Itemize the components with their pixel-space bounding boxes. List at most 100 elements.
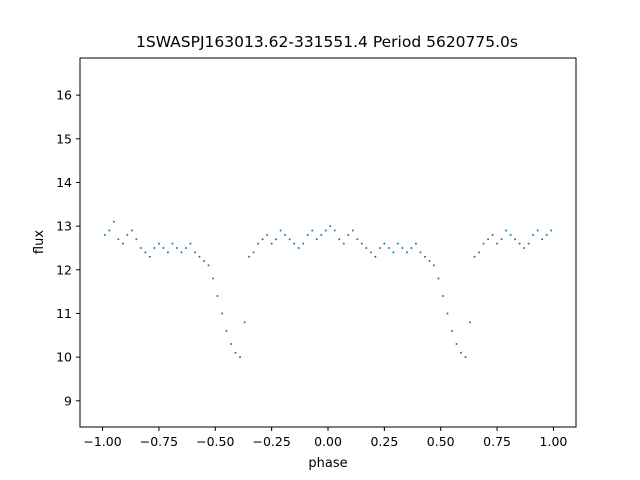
data-point xyxy=(460,351,463,354)
data-point xyxy=(112,220,115,223)
data-point xyxy=(216,294,219,297)
data-point xyxy=(103,233,106,236)
data-point xyxy=(423,255,426,258)
data-point xyxy=(487,238,490,241)
data-point xyxy=(203,260,205,263)
y-tick-label: 11 xyxy=(56,306,72,321)
data-point xyxy=(288,238,291,241)
data-point xyxy=(311,229,314,232)
data-point xyxy=(405,251,408,254)
data-point xyxy=(455,343,458,346)
data-point xyxy=(329,225,332,228)
y-tick-label: 10 xyxy=(56,350,72,365)
data-point xyxy=(550,229,553,232)
data-point xyxy=(207,264,210,267)
data-point xyxy=(446,312,449,315)
data-point xyxy=(144,251,147,254)
data-point xyxy=(451,329,453,332)
data-point xyxy=(383,242,386,245)
data-point xyxy=(509,233,512,236)
data-point xyxy=(148,255,151,258)
data-point xyxy=(193,251,196,254)
data-point xyxy=(491,233,494,236)
data-point xyxy=(266,233,269,236)
data-point xyxy=(324,229,327,232)
data-point xyxy=(437,277,440,280)
data-point xyxy=(297,246,300,249)
x-tick-label: −0.75 xyxy=(140,434,178,449)
y-tick-label: 14 xyxy=(56,175,72,190)
data-point xyxy=(306,233,309,236)
data-point xyxy=(270,242,273,245)
data-point xyxy=(243,321,246,324)
data-point xyxy=(342,242,345,245)
data-point xyxy=(369,251,372,254)
data-point xyxy=(482,242,485,245)
x-tick-label: 0.75 xyxy=(483,434,511,449)
data-point xyxy=(153,246,156,249)
data-point xyxy=(338,238,341,241)
data-point xyxy=(333,229,336,232)
data-point xyxy=(230,343,233,346)
data-point xyxy=(469,321,472,324)
x-tick-label: −0.50 xyxy=(196,434,234,449)
data-point xyxy=(428,260,431,263)
x-tick-label: −1.00 xyxy=(83,434,121,449)
x-tick-label: 0.25 xyxy=(370,434,398,449)
data-point xyxy=(180,251,183,254)
y-tick-label: 9 xyxy=(64,393,72,408)
data-point xyxy=(175,246,178,249)
data-point xyxy=(225,329,228,332)
x-axis-label: phase xyxy=(308,456,347,471)
data-point xyxy=(184,246,187,249)
data-point xyxy=(189,242,192,245)
data-point xyxy=(378,246,381,249)
data-point xyxy=(166,251,169,254)
data-point xyxy=(541,238,544,241)
data-point xyxy=(496,242,499,245)
data-point xyxy=(432,264,435,267)
data-point xyxy=(135,238,138,241)
data-point xyxy=(532,233,535,236)
data-point xyxy=(518,242,521,245)
data-point xyxy=(545,233,548,236)
data-point xyxy=(360,242,363,245)
x-tick-label: 0.00 xyxy=(314,434,342,449)
data-point xyxy=(473,255,476,258)
data-point xyxy=(320,233,323,236)
x-tick-label: 0.50 xyxy=(427,434,455,449)
data-point xyxy=(500,238,503,241)
data-point xyxy=(126,233,129,236)
x-tick-label: 1.00 xyxy=(540,434,568,449)
x-axis: −1.00 −0.75 −0.50 −0.25 0.00 0.25 0.50 0.75 1.00 xyxy=(83,427,567,449)
data-point xyxy=(284,233,287,236)
data-point xyxy=(478,251,481,254)
data-point xyxy=(212,277,215,280)
data-point xyxy=(302,242,305,245)
data-point xyxy=(275,238,278,241)
data-point xyxy=(139,246,142,249)
data-point xyxy=(257,242,260,245)
data-point xyxy=(162,246,165,249)
data-point xyxy=(505,229,508,232)
data-point xyxy=(248,255,251,258)
data-point xyxy=(387,246,390,249)
data-point xyxy=(464,356,467,359)
data-point xyxy=(239,356,242,359)
data-point xyxy=(121,242,124,245)
data-point xyxy=(356,238,359,241)
data-point xyxy=(171,242,174,245)
data-point xyxy=(351,229,354,232)
data-point xyxy=(414,242,417,245)
data-point xyxy=(198,255,201,258)
data-point xyxy=(315,238,318,241)
data-point xyxy=(527,242,530,245)
data-point xyxy=(130,229,133,232)
data-point xyxy=(279,229,282,232)
data-point xyxy=(441,294,444,297)
data-point xyxy=(374,255,377,258)
data-point xyxy=(261,238,264,241)
y-tick-label: 13 xyxy=(56,219,72,234)
plot-background xyxy=(80,58,576,427)
